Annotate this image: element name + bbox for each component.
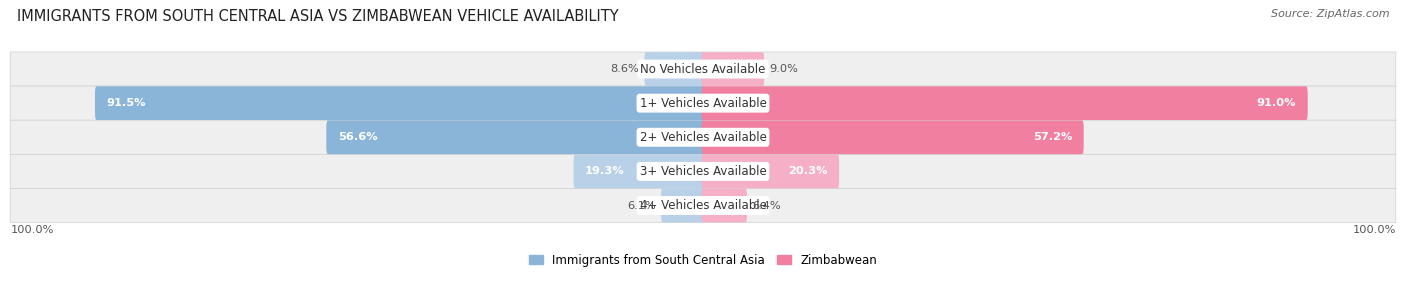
FancyBboxPatch shape	[10, 86, 1396, 120]
FancyBboxPatch shape	[702, 189, 747, 223]
FancyBboxPatch shape	[326, 120, 704, 154]
Text: 100.0%: 100.0%	[1353, 225, 1396, 235]
Text: 57.2%: 57.2%	[1033, 132, 1073, 142]
Text: 1+ Vehicles Available: 1+ Vehicles Available	[640, 97, 766, 110]
FancyBboxPatch shape	[644, 52, 704, 86]
Text: 20.3%: 20.3%	[789, 166, 828, 176]
Text: 6.1%: 6.1%	[627, 200, 657, 210]
Text: 91.5%: 91.5%	[107, 98, 146, 108]
FancyBboxPatch shape	[10, 188, 1396, 223]
Text: IMMIGRANTS FROM SOUTH CENTRAL ASIA VS ZIMBABWEAN VEHICLE AVAILABILITY: IMMIGRANTS FROM SOUTH CENTRAL ASIA VS ZI…	[17, 9, 619, 23]
FancyBboxPatch shape	[96, 86, 704, 120]
Text: 19.3%: 19.3%	[585, 166, 624, 176]
FancyBboxPatch shape	[574, 154, 704, 188]
FancyBboxPatch shape	[10, 120, 1396, 154]
Text: 100.0%: 100.0%	[10, 225, 53, 235]
Text: 4+ Vehicles Available: 4+ Vehicles Available	[640, 199, 766, 212]
Text: 8.6%: 8.6%	[610, 64, 640, 74]
Text: 91.0%: 91.0%	[1257, 98, 1296, 108]
FancyBboxPatch shape	[10, 52, 1396, 86]
Text: 6.4%: 6.4%	[752, 200, 780, 210]
FancyBboxPatch shape	[702, 86, 1308, 120]
FancyBboxPatch shape	[702, 120, 1084, 154]
FancyBboxPatch shape	[702, 52, 765, 86]
Text: 56.6%: 56.6%	[337, 132, 377, 142]
Text: No Vehicles Available: No Vehicles Available	[640, 63, 766, 76]
FancyBboxPatch shape	[10, 154, 1396, 188]
Text: 3+ Vehicles Available: 3+ Vehicles Available	[640, 165, 766, 178]
Text: 9.0%: 9.0%	[769, 64, 799, 74]
Text: Source: ZipAtlas.com: Source: ZipAtlas.com	[1271, 9, 1389, 19]
Text: 2+ Vehicles Available: 2+ Vehicles Available	[640, 131, 766, 144]
FancyBboxPatch shape	[661, 189, 704, 223]
FancyBboxPatch shape	[702, 154, 839, 188]
Legend: Immigrants from South Central Asia, Zimbabwean: Immigrants from South Central Asia, Zimb…	[524, 249, 882, 271]
